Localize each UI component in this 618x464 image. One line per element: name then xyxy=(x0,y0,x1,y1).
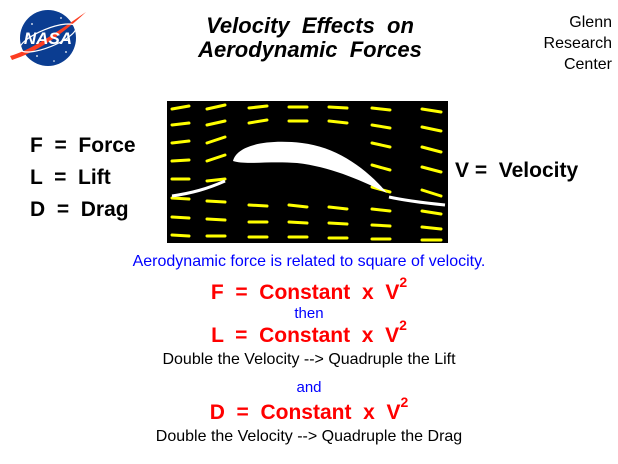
stagnation-streamline-front xyxy=(171,179,226,198)
equation-lift-main: L = Constant x V xyxy=(211,324,400,347)
center-name: Glenn Research Center xyxy=(520,12,612,75)
statement-text: Aerodynamic force is related to square o… xyxy=(132,253,486,270)
center-name-line-1: Glenn xyxy=(569,14,612,31)
airfoil-shape xyxy=(233,141,387,193)
velocity-label: V = Velocity xyxy=(455,159,579,182)
then-text: then xyxy=(294,305,324,322)
equation-drag: D = Constant x V2 xyxy=(0,394,618,425)
drag-note: Double the Velocity --> Quadruple the Dr… xyxy=(155,428,463,445)
definitions-list: F = Force L = Lift D = Drag xyxy=(30,130,136,226)
wake-streamline xyxy=(388,195,446,207)
center-name-line-3: Center xyxy=(563,56,612,73)
definition-drag: D = Drag xyxy=(30,198,129,221)
equation-force: F = Constant x V2 xyxy=(0,274,618,305)
streamline-dashes xyxy=(170,103,443,242)
title-line-2: Aerodynamic Forces xyxy=(198,37,422,62)
equation-drag-exponent: 2 xyxy=(400,394,409,410)
equation-force-exponent: 2 xyxy=(399,274,408,290)
title-line-1: Velocity Effects on xyxy=(206,13,414,38)
center-name-line-2: Research xyxy=(543,35,612,52)
nasa-logo-text: NASA xyxy=(24,29,72,48)
page-title: Velocity Effects on Aerodynamic Forces xyxy=(150,14,470,62)
equation-lift-exponent: 2 xyxy=(399,317,407,333)
lift-note: Double the Velocity --> Quadruple the Li… xyxy=(162,351,456,368)
airfoil-flow-diagram xyxy=(167,101,448,243)
equation-force-main: F = Constant x V xyxy=(210,281,400,304)
definition-force: F = Force xyxy=(30,134,136,157)
and-text: and xyxy=(296,379,322,396)
definition-lift: L = Lift xyxy=(30,166,111,189)
equation-drag-main: D = Constant x V xyxy=(209,401,401,424)
equation-lift: L = Constant x V2 xyxy=(0,317,618,348)
nasa-logo: NASA xyxy=(10,10,86,66)
